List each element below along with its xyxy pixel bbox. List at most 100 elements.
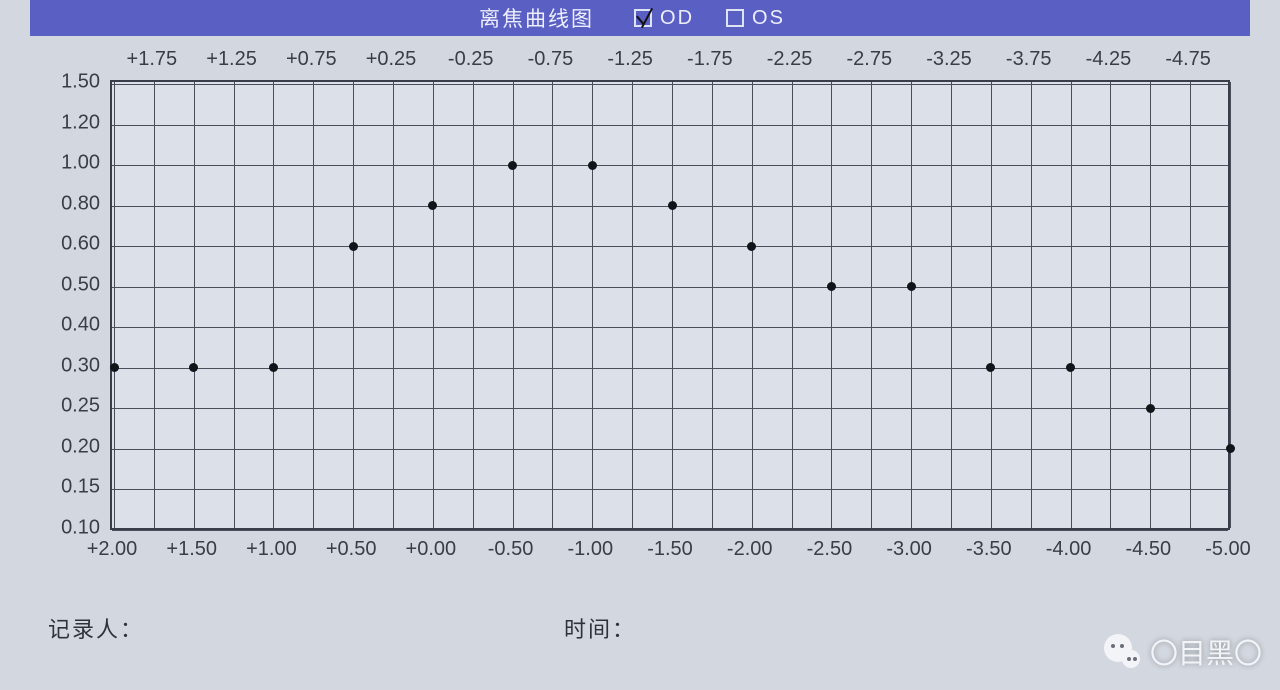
x-axis-label-bottom: -0.50 xyxy=(488,538,534,561)
data-point xyxy=(349,242,358,251)
x-axis-label-bottom: +0.00 xyxy=(406,538,457,561)
legend-label-od: OD xyxy=(660,7,694,30)
y-axis-label: 0.25 xyxy=(40,395,100,418)
gridline-vertical xyxy=(194,82,195,528)
data-point xyxy=(269,363,278,372)
recorder-label: 记录人： xyxy=(48,612,144,644)
checkbox-od-icon xyxy=(634,9,652,27)
watermark: 〇目黑〇 xyxy=(1102,632,1262,672)
y-axis-label: 0.10 xyxy=(40,517,100,540)
gridline-horizontal xyxy=(112,408,1228,409)
gridline-horizontal xyxy=(112,165,1228,166)
gridline-horizontal xyxy=(112,368,1228,369)
form-footer: 记录人： 时间： xyxy=(48,612,1220,644)
gridline-horizontal xyxy=(112,84,1228,85)
data-point xyxy=(668,201,677,210)
y-axis-label: 0.50 xyxy=(40,273,100,296)
y-axis-label: 1.00 xyxy=(40,152,100,175)
gridline-vertical xyxy=(632,82,633,528)
gridline-vertical xyxy=(1031,82,1032,528)
gridline-vertical xyxy=(712,82,713,528)
gridline-vertical xyxy=(1190,82,1191,528)
gridline-vertical xyxy=(393,82,394,528)
data-point xyxy=(1226,444,1235,453)
gridline-vertical xyxy=(473,82,474,528)
time-label: 时间： xyxy=(564,612,636,644)
data-point xyxy=(508,161,517,170)
gridline-vertical xyxy=(234,82,235,528)
gridline-vertical xyxy=(792,82,793,528)
data-point xyxy=(1146,404,1155,413)
x-axis-label-bottom: -3.50 xyxy=(966,538,1012,561)
x-axis-label-bottom: -5.00 xyxy=(1205,538,1251,561)
gridline-horizontal xyxy=(112,449,1228,450)
x-axis-label-bottom: -4.00 xyxy=(1046,538,1092,561)
gridline-vertical xyxy=(154,82,155,528)
gridline-vertical xyxy=(513,82,514,528)
x-axis-label-top: +0.25 xyxy=(366,48,417,71)
data-point xyxy=(588,161,597,170)
data-point xyxy=(907,282,916,291)
data-point xyxy=(189,363,198,372)
x-axis-label-bottom: -4.50 xyxy=(1125,538,1171,561)
data-point xyxy=(428,201,437,210)
chart-header: 离焦曲线图 OD OS xyxy=(30,0,1250,36)
gridline-vertical xyxy=(1110,82,1111,528)
gridline-vertical xyxy=(672,82,673,528)
wechat-icon xyxy=(1102,632,1142,672)
plot-area xyxy=(110,80,1230,530)
x-axis-label-top: -4.75 xyxy=(1165,48,1211,71)
checkbox-os-icon xyxy=(726,9,744,27)
gridline-vertical xyxy=(1071,82,1072,528)
gridline-horizontal xyxy=(112,246,1228,247)
gridline-vertical xyxy=(831,82,832,528)
x-axis-label-top: +1.25 xyxy=(206,48,257,71)
gridline-vertical xyxy=(991,82,992,528)
x-axis-label-top: -4.25 xyxy=(1086,48,1132,71)
x-axis-label-bottom: +1.50 xyxy=(166,538,217,561)
gridline-vertical xyxy=(752,82,753,528)
x-axis-label-bottom: -1.50 xyxy=(647,538,693,561)
y-axis-label: 1.50 xyxy=(40,71,100,94)
gridline-vertical xyxy=(1150,82,1151,528)
gridline-horizontal xyxy=(112,125,1228,126)
legend-label-os: OS xyxy=(752,7,785,30)
gridline-vertical xyxy=(313,82,314,528)
x-axis-label-bottom: +0.50 xyxy=(326,538,377,561)
chart-title: 离焦曲线图 xyxy=(479,3,594,33)
y-axis-label: 0.40 xyxy=(40,314,100,337)
data-point xyxy=(747,242,756,251)
y-axis-label: 0.80 xyxy=(40,192,100,215)
x-axis-label-bottom: -2.00 xyxy=(727,538,773,561)
defocus-chart: 1.50 1.20 1.00 0.80 0.60 0.50 0.40 0.30 0.25 0.20… xyxy=(40,40,1250,600)
gridline-vertical xyxy=(951,82,952,528)
x-axis-label-top: +0.75 xyxy=(286,48,337,71)
x-axis-label-bottom: -2.50 xyxy=(807,538,853,561)
data-point xyxy=(110,363,119,372)
x-axis-label-top: -1.25 xyxy=(607,48,653,71)
gridline-vertical xyxy=(433,82,434,528)
x-axis-label-top: +1.75 xyxy=(127,48,178,71)
gridline-vertical xyxy=(273,82,274,528)
gridline-horizontal xyxy=(112,489,1228,490)
x-axis-label-top: -0.75 xyxy=(528,48,574,71)
gridline-vertical xyxy=(353,82,354,528)
legend-item-od[interactable]: OD xyxy=(634,7,694,30)
legend-item-os[interactable]: OS xyxy=(726,7,785,30)
data-point xyxy=(1066,363,1075,372)
y-axis-label: 0.30 xyxy=(40,354,100,377)
x-axis-label-top: -0.25 xyxy=(448,48,494,71)
page-root: 离焦曲线图 OD OS 1.50 1.20 1.00 0.80 0.60 0.50 0.40… xyxy=(0,0,1280,690)
data-point xyxy=(827,282,836,291)
y-axis-label: 1.20 xyxy=(40,111,100,134)
y-axis-label: 0.20 xyxy=(40,435,100,458)
x-axis-label-bottom: -1.00 xyxy=(567,538,613,561)
gridline-vertical xyxy=(1230,82,1231,528)
y-axis-label: 0.60 xyxy=(40,233,100,256)
x-axis-label-bottom: +2.00 xyxy=(87,538,138,561)
watermark-text: 〇目黑〇 xyxy=(1150,632,1262,672)
gridline-vertical xyxy=(871,82,872,528)
gridline-horizontal xyxy=(112,327,1228,328)
x-axis-label-top: -2.75 xyxy=(846,48,892,71)
x-axis-label-top: -3.75 xyxy=(1006,48,1052,71)
